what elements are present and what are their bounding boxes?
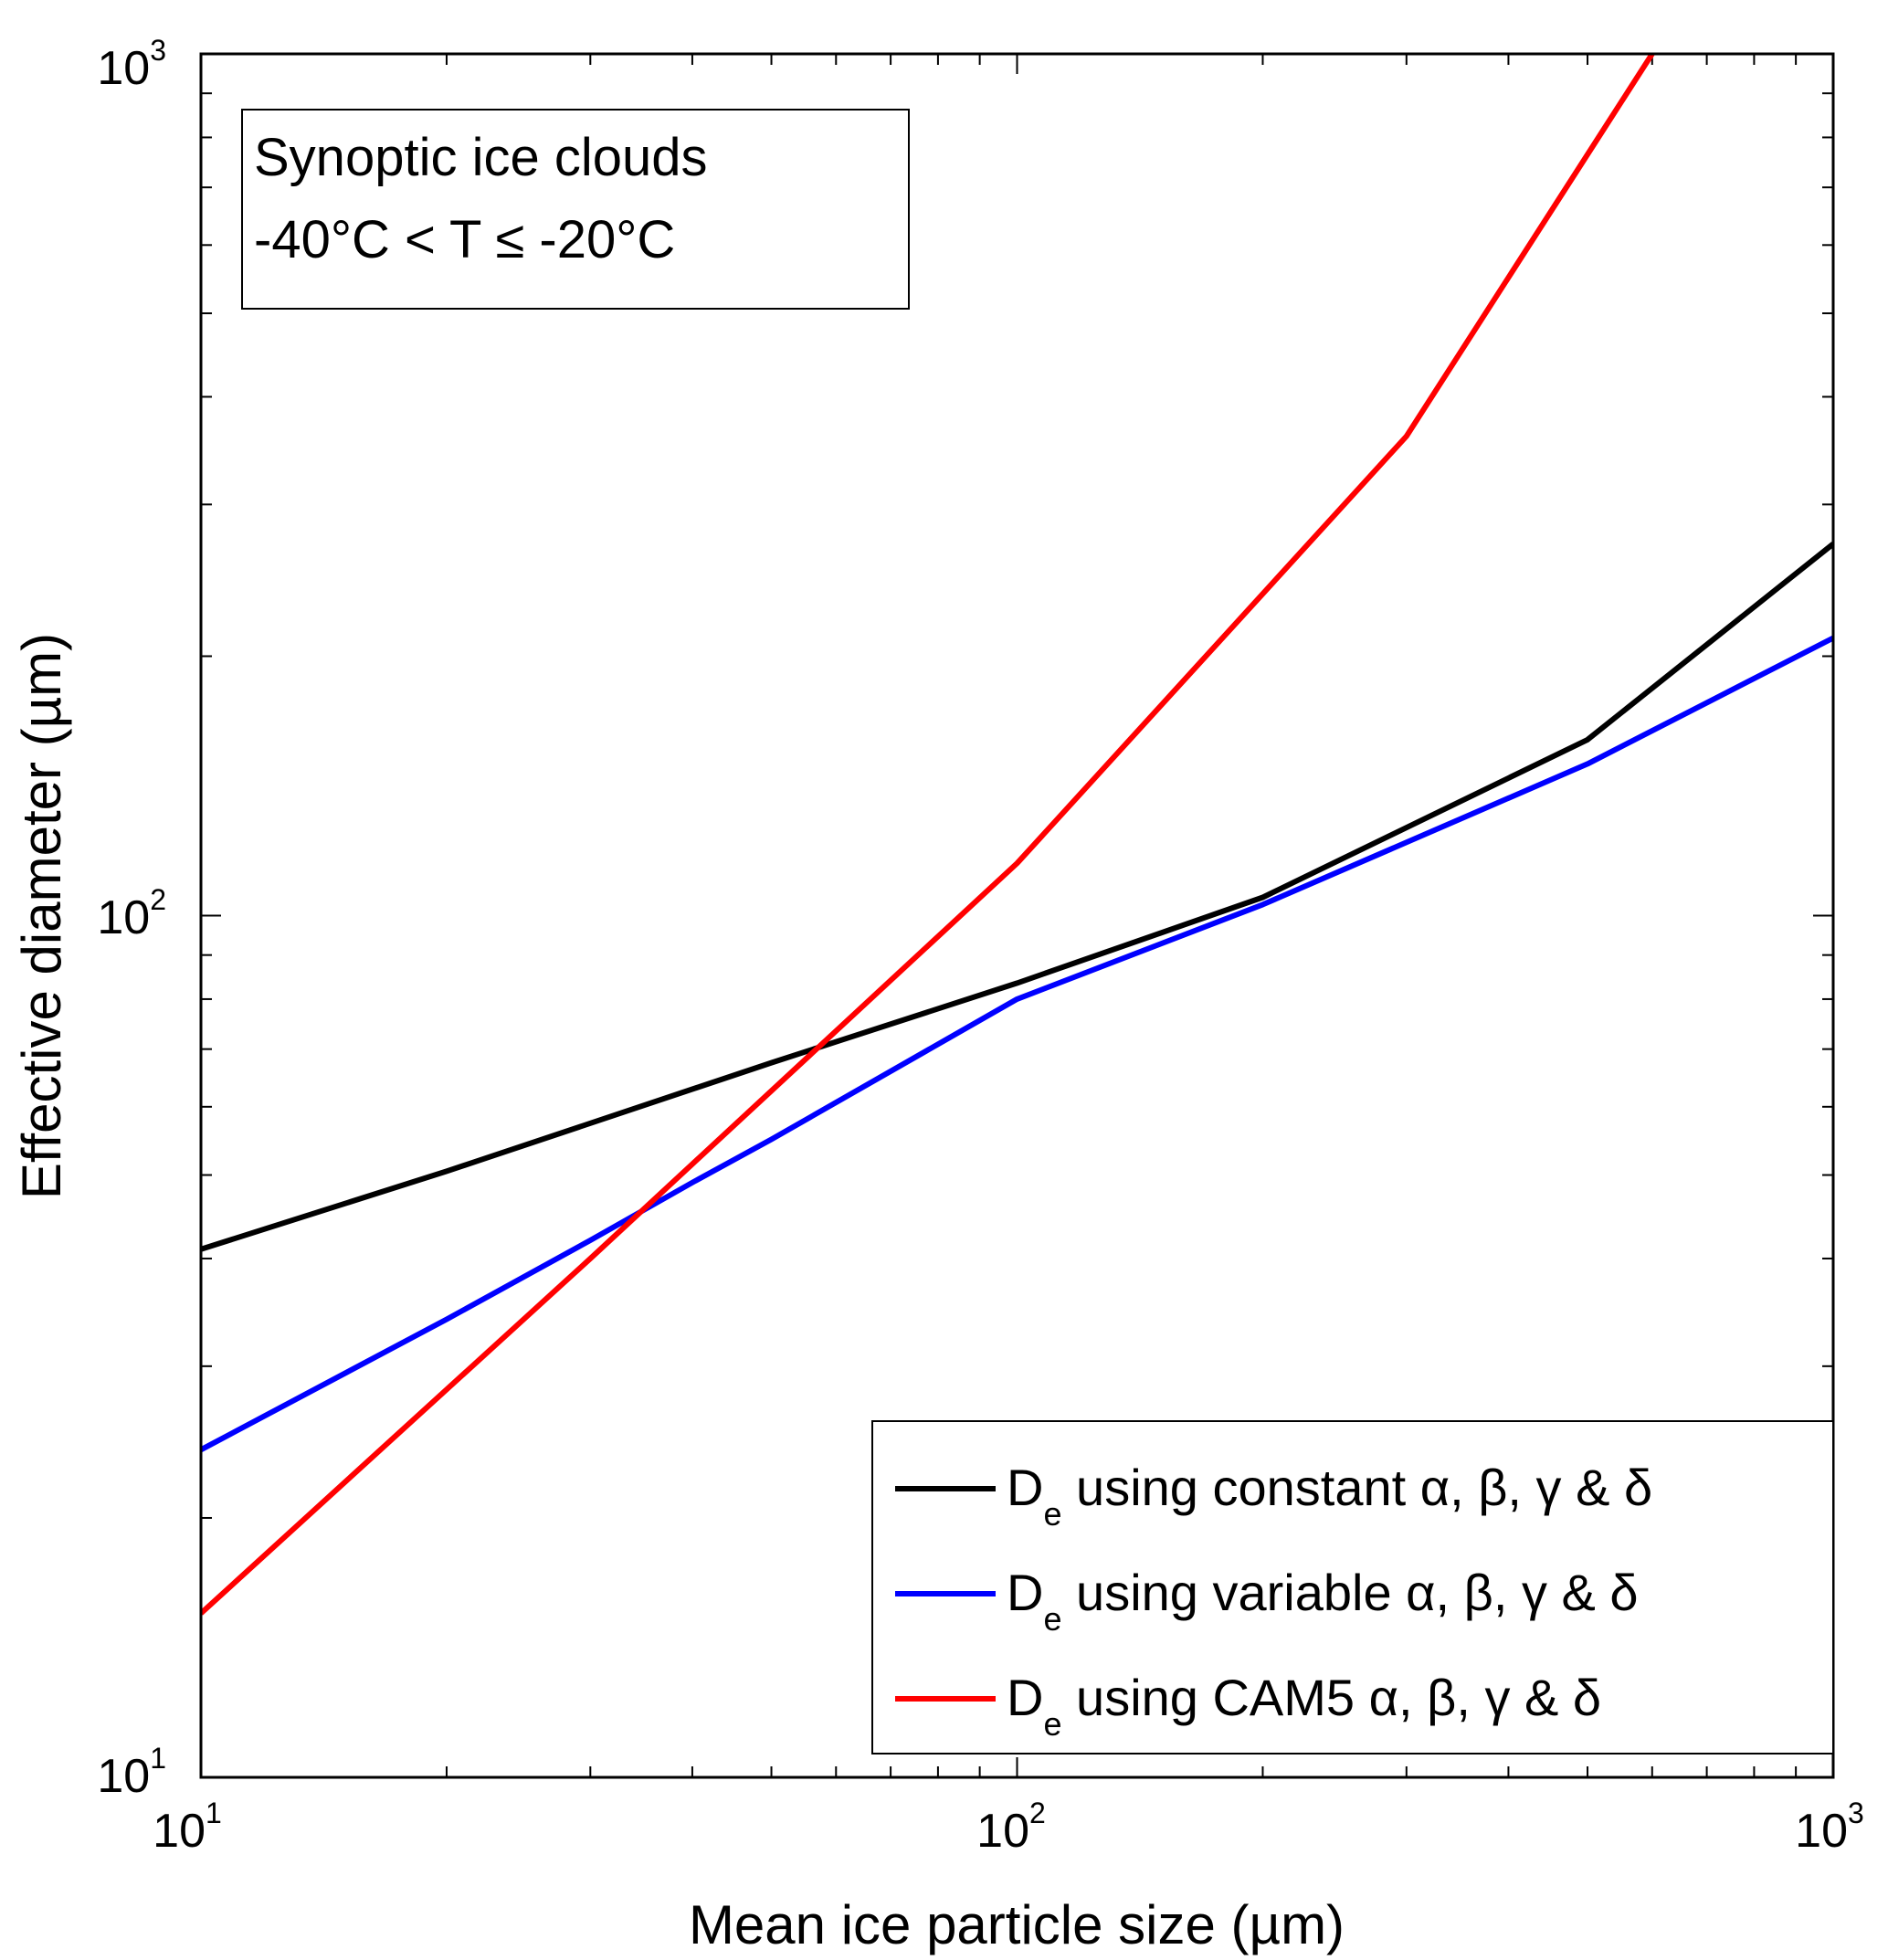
tick-marks — [200, 54, 1833, 1778]
x-axis-label: Mean ice particle size (µm) — [689, 1894, 1345, 1955]
tick-labels: 101 102 103 101 102 103 — [97, 34, 1863, 1858]
plot-frame — [199, 52, 1835, 1779]
y-axis-label: Effective diameter (µm) — [11, 633, 72, 1199]
annotation-frame — [241, 109, 910, 310]
legend-label-constant: De using constant α, β, γ & δ — [1007, 1459, 1652, 1533]
series-line-cam5 — [201, 54, 1655, 1616]
legend-frame — [871, 1420, 1834, 1755]
series-line-constant — [201, 542, 1833, 1252]
y-tick-label-2: 102 — [97, 883, 166, 944]
x-tick-label-3: 103 — [1795, 1797, 1864, 1858]
series-line-variable — [201, 635, 1833, 1452]
legend: De using constant α, β, γ & δ De using v… — [871, 1420, 1834, 1755]
y-tick-label-1: 101 — [97, 1742, 166, 1803]
annotation-box: Synoptic ice clouds -40°C < T ≤ -20°C — [241, 109, 910, 310]
x-tick-label-1: 101 — [153, 1797, 222, 1858]
y-tick-label-3: 103 — [97, 34, 166, 95]
annotation-line-2: -40°C < T ≤ -20°C — [254, 210, 675, 269]
x-tick-label-2: 102 — [976, 1797, 1046, 1858]
legend-label-cam5: De using CAM5 α, β, γ & δ — [1007, 1669, 1601, 1743]
annotation-line-1: Synoptic ice clouds — [254, 128, 707, 187]
legend-label-variable: De using variable α, β, γ & δ — [1007, 1564, 1639, 1638]
series-lines — [201, 54, 1833, 1616]
